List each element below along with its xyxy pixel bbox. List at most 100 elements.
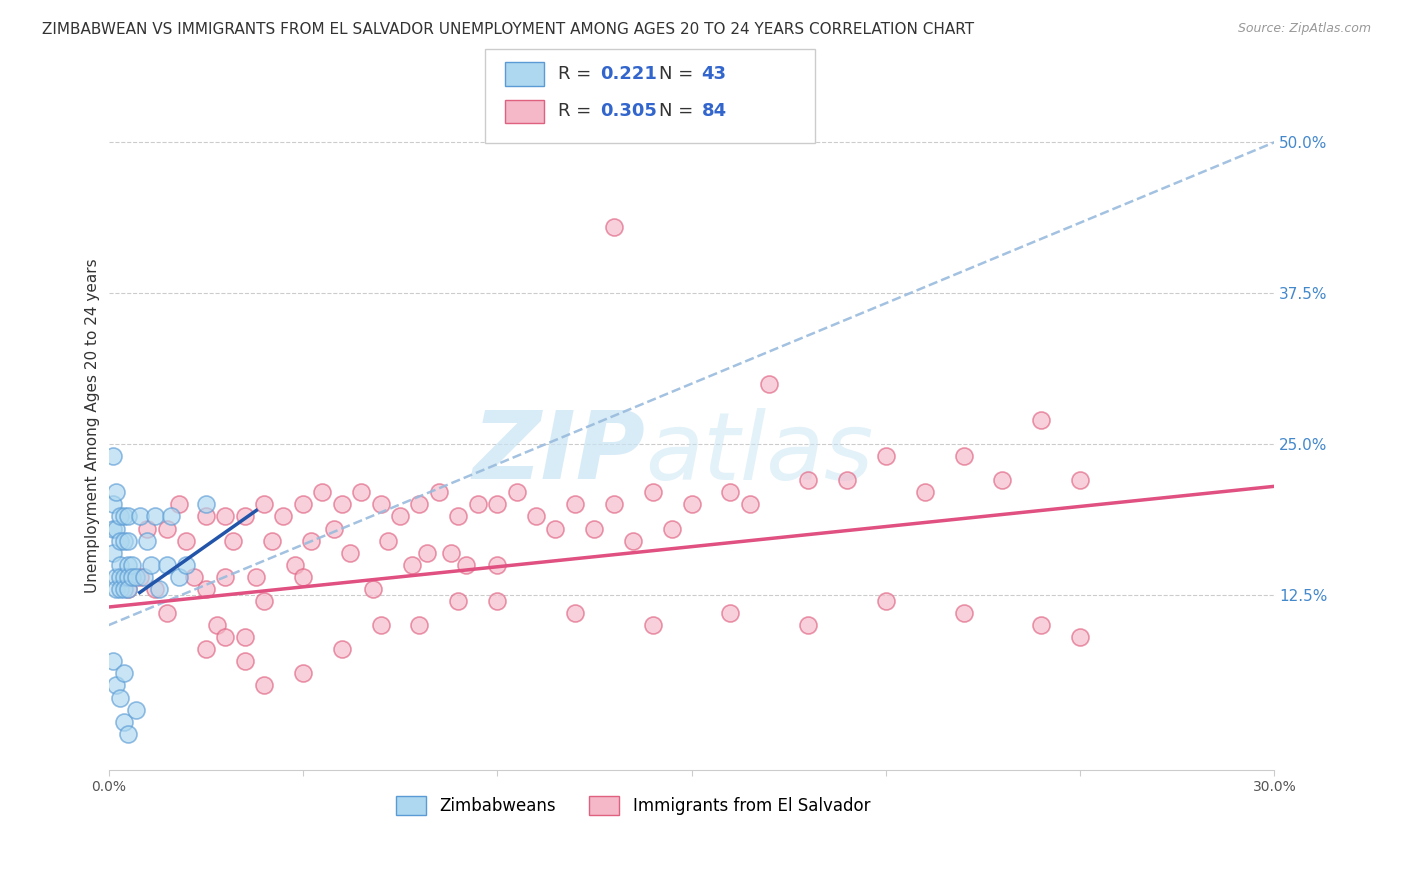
Point <box>377 533 399 548</box>
Point <box>447 594 470 608</box>
Y-axis label: Unemployment Among Ages 20 to 24 years: Unemployment Among Ages 20 to 24 years <box>86 259 100 593</box>
Point <box>121 558 143 572</box>
Point <box>110 582 132 596</box>
Point <box>408 497 430 511</box>
Point <box>439 546 461 560</box>
Point <box>105 570 128 584</box>
Point <box>339 546 361 560</box>
Point <box>991 473 1014 487</box>
Point <box>194 582 217 596</box>
Point <box>110 533 132 548</box>
Point <box>110 690 132 705</box>
Point <box>253 678 276 692</box>
Text: 0.305: 0.305 <box>600 103 657 120</box>
Text: atlas: atlas <box>645 408 873 499</box>
Point <box>214 509 236 524</box>
Point <box>121 570 143 584</box>
Point <box>361 582 384 596</box>
Point <box>260 533 283 548</box>
Point <box>101 449 124 463</box>
Point <box>125 570 148 584</box>
Point <box>233 654 256 668</box>
Point <box>156 558 179 572</box>
Point <box>416 546 439 560</box>
Point <box>447 509 470 524</box>
Point <box>117 509 139 524</box>
Point <box>245 570 267 584</box>
Point <box>291 570 314 584</box>
Point <box>603 219 626 234</box>
Point <box>141 558 163 572</box>
Point <box>758 376 780 391</box>
Point <box>128 509 150 524</box>
Point <box>311 485 333 500</box>
Point <box>105 522 128 536</box>
Point <box>156 606 179 620</box>
Point <box>486 497 509 511</box>
Point <box>101 497 124 511</box>
Legend: Zimbabweans, Immigrants from El Salvador: Zimbabweans, Immigrants from El Salvador <box>388 788 879 823</box>
Point <box>797 618 820 632</box>
Point <box>291 497 314 511</box>
Point <box>110 570 132 584</box>
Point <box>132 570 155 584</box>
Point <box>641 485 664 500</box>
Point <box>207 618 229 632</box>
Point <box>222 533 245 548</box>
Point <box>1031 413 1053 427</box>
Point <box>544 522 567 536</box>
Point <box>167 497 190 511</box>
Point <box>330 642 353 657</box>
Point <box>661 522 683 536</box>
Point <box>408 618 430 632</box>
Point <box>564 497 586 511</box>
Point <box>350 485 373 500</box>
Point <box>194 509 217 524</box>
Point <box>291 666 314 681</box>
Point <box>233 509 256 524</box>
Point <box>105 678 128 692</box>
Text: 43: 43 <box>702 65 727 83</box>
Point <box>125 703 148 717</box>
Point <box>486 558 509 572</box>
Point <box>112 533 135 548</box>
Point <box>117 533 139 548</box>
Point <box>284 558 307 572</box>
Point <box>1069 630 1091 644</box>
Point <box>194 642 217 657</box>
Text: N =: N = <box>659 65 699 83</box>
Point <box>456 558 478 572</box>
Point <box>641 618 664 632</box>
Point <box>117 570 139 584</box>
Point <box>112 582 135 596</box>
Point <box>486 594 509 608</box>
Point <box>370 618 392 632</box>
Point <box>143 582 166 596</box>
Point <box>117 582 139 596</box>
Point <box>681 497 703 511</box>
Point <box>330 497 353 511</box>
Point <box>194 497 217 511</box>
Point <box>797 473 820 487</box>
Point <box>136 533 159 548</box>
Point <box>718 606 741 620</box>
Point <box>112 714 135 729</box>
Point <box>143 509 166 524</box>
Point <box>167 570 190 584</box>
Point <box>1069 473 1091 487</box>
Point <box>112 509 135 524</box>
Point <box>117 558 139 572</box>
Point <box>101 654 124 668</box>
Point <box>110 509 132 524</box>
Point <box>875 594 897 608</box>
Point <box>427 485 450 500</box>
Point <box>136 522 159 536</box>
Point <box>159 509 181 524</box>
Point <box>253 594 276 608</box>
Text: 0.221: 0.221 <box>600 65 657 83</box>
Text: ZIP: ZIP <box>472 408 645 500</box>
Point <box>105 582 128 596</box>
Point <box>117 582 139 596</box>
Point <box>467 497 489 511</box>
Point <box>505 485 527 500</box>
